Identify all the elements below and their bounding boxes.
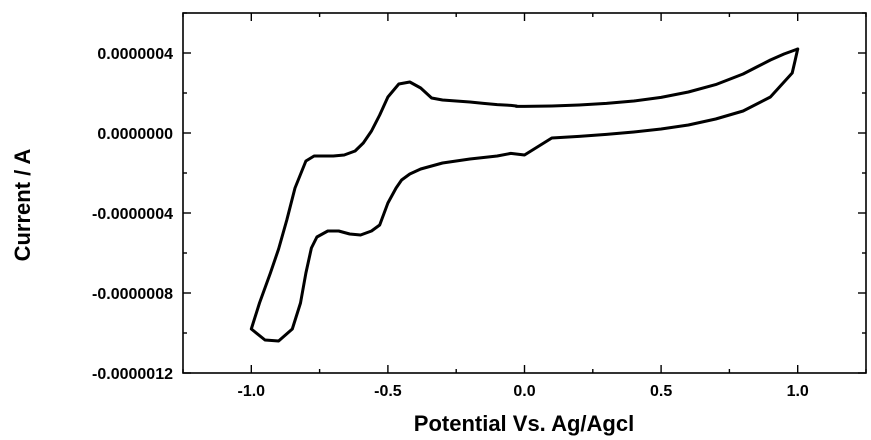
cv-curve-segment — [514, 47, 800, 108]
y-tick-label: -0.0000004 — [92, 206, 173, 223]
x-axis-label: Potential Vs. Ag/Agcl — [414, 411, 634, 436]
y-tick-label: 0.0000000 — [97, 126, 173, 143]
y-tick-label: -0.0000008 — [92, 286, 173, 303]
voltammogram-curves — [249, 47, 800, 343]
plot-frame — [182, 12, 867, 374]
x-tick-label: 1.0 — [787, 383, 809, 400]
y-axis-ticks: -0.0000012 -0.0000008 -0.0000004 0.0000000 0… — [92, 12, 866, 383]
cv-curve-segment — [249, 47, 800, 343]
y-axis-label: Current / A — [10, 148, 35, 261]
y-tick-label: 0.0000004 — [97, 46, 173, 63]
x-tick-label: 0.0 — [513, 383, 535, 400]
x-tick-label: 0.5 — [650, 383, 672, 400]
y-tick-label: -0.0000012 — [92, 366, 173, 383]
x-tick-label: -0.5 — [374, 383, 402, 400]
x-tick-label: -1.0 — [238, 383, 266, 400]
x-axis-ticks: -1.0 -0.5 0.0 0.5 1.0 — [182, 13, 867, 400]
